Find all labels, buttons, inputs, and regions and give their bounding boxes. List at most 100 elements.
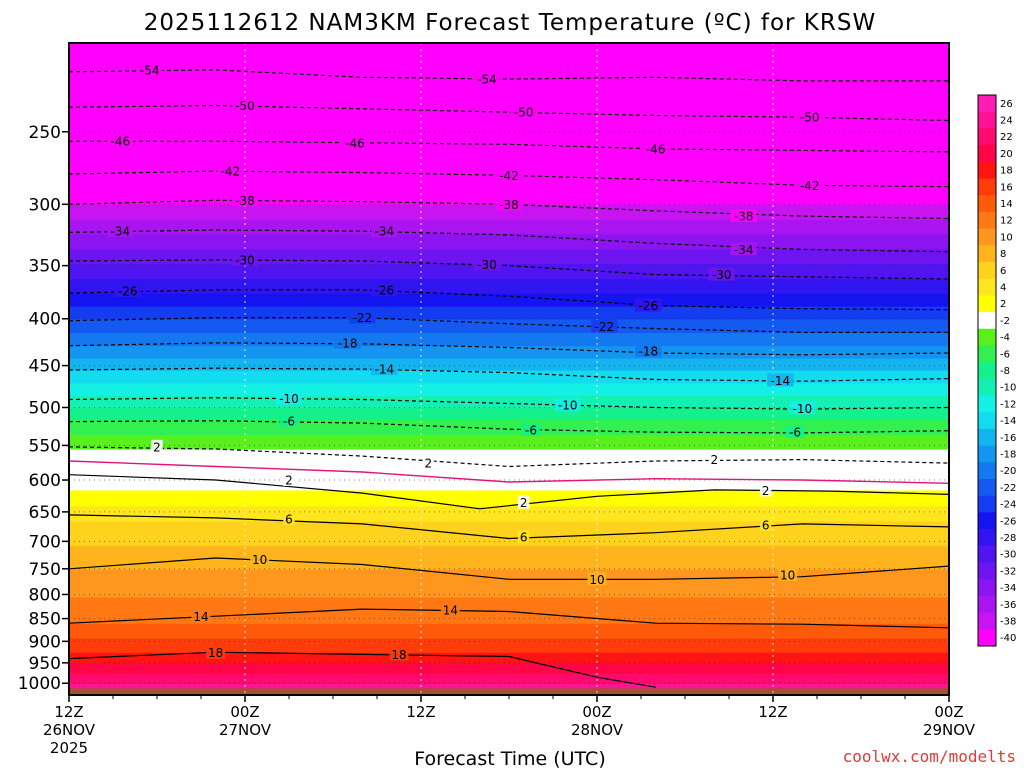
temp-band <box>69 382 949 396</box>
contour-line <box>69 474 949 510</box>
contour-label: -26 <box>118 284 138 298</box>
y-tick-label: 450 <box>29 357 61 377</box>
colorbar-label: 20 <box>1000 149 1013 160</box>
colorbar-label: -2 <box>1000 316 1010 327</box>
contour-label: 6 <box>762 519 770 533</box>
contour-label: -54 <box>477 73 497 87</box>
temp-band <box>69 545 949 570</box>
contour-line <box>69 514 949 540</box>
colorbar-swatch <box>978 312 996 330</box>
colorbar-swatch <box>978 145 996 163</box>
colorbar-swatch <box>978 579 996 597</box>
temp-band <box>69 306 949 320</box>
contour-label: -50 <box>800 111 820 125</box>
temp-band <box>69 652 949 664</box>
colorbar-swatch <box>978 128 996 146</box>
contour-label-bg <box>114 283 141 297</box>
y-tick-label: 800 <box>29 585 61 605</box>
contour-label-bg <box>521 422 541 436</box>
x-tick-date: 26NOV <box>43 721 96 739</box>
colorbar-swatch <box>978 512 996 530</box>
y-tick-label: 1000 <box>18 674 61 694</box>
colorbar-swatch <box>978 161 996 179</box>
contour-label: -10 <box>279 392 299 406</box>
colorbar-label: -28 <box>1000 533 1016 544</box>
contour-label-bg <box>389 647 409 661</box>
contour-label-bg <box>796 110 823 124</box>
temp-band <box>69 59 949 73</box>
contour-line <box>69 651 656 688</box>
temp-band <box>69 345 949 359</box>
contour-label: -30 <box>712 268 732 282</box>
x-tick-label: 12Z <box>758 703 787 721</box>
contour-label-bg <box>250 552 270 566</box>
contour-label-bg <box>206 645 226 659</box>
contour-label-bg <box>708 452 721 466</box>
contour-line <box>69 608 949 629</box>
contour-label: -34 <box>111 225 131 239</box>
contour-label: 10 <box>780 569 795 583</box>
x-tick-label: 00Z <box>934 703 963 721</box>
temp-band <box>69 358 949 371</box>
contour-label: -46 <box>345 136 365 150</box>
contour-label-bg <box>231 98 259 112</box>
contour-label: -10 <box>558 399 578 413</box>
colorbar-swatch <box>978 479 996 497</box>
contour-label-bg <box>440 603 460 617</box>
y-tick-label: 350 <box>29 257 61 277</box>
temp-band <box>69 318 949 334</box>
contour-label-bg <box>217 164 244 178</box>
contour-label: 6 <box>520 530 528 544</box>
colorbar-frame <box>977 94 997 647</box>
contour-label: 2 <box>425 457 433 471</box>
contour-label: -14 <box>375 363 395 377</box>
colorbar-swatch <box>978 178 996 196</box>
y-tick-label: 950 <box>29 654 61 674</box>
contour-label-bg <box>708 267 735 281</box>
colorbar-swatch <box>978 612 996 630</box>
colorbar-label: 4 <box>1000 283 1006 294</box>
colorbar-label: -22 <box>1000 483 1016 494</box>
temp-band <box>69 568 949 598</box>
contour-line <box>69 460 949 484</box>
contour-label-bg <box>730 242 757 256</box>
temp-band <box>69 623 949 639</box>
colorbar-label: -4 <box>1000 333 1010 344</box>
contour-label-bg <box>279 413 299 427</box>
temp-band <box>69 293 949 307</box>
contour-label-bg <box>371 282 398 296</box>
contour-label: -38 <box>499 198 519 212</box>
temp-band <box>69 248 949 264</box>
temp-band <box>69 419 949 436</box>
colorbar-swatch <box>978 378 996 397</box>
colorbar-label: -40 <box>1000 633 1016 644</box>
contour-label: -54 <box>140 63 160 77</box>
contour-label-bg <box>635 298 662 312</box>
colorbar-label: -14 <box>1000 416 1016 427</box>
contour-label: -42 <box>221 165 241 179</box>
colorbar-swatch <box>978 228 996 246</box>
temp-band <box>69 505 949 522</box>
contour-label-bg <box>349 310 376 324</box>
colorbar-swatch <box>978 412 996 430</box>
temp-band <box>69 332 949 347</box>
contour-label: -10 <box>793 402 813 416</box>
contour-label: 10 <box>589 573 604 587</box>
contour-label-bg <box>275 391 303 405</box>
contour-label: -50 <box>235 99 255 113</box>
colorbar-swatch <box>978 362 996 380</box>
credit-text: coolwx.com/modelts <box>843 747 1016 766</box>
colorbar-label: 12 <box>1000 216 1013 227</box>
contour-label-bg <box>473 257 501 271</box>
colorbar-label: -26 <box>1000 516 1016 527</box>
x-tick-label: 00Z <box>582 703 611 721</box>
y-tick-label: 400 <box>29 310 61 330</box>
contour-label: -30 <box>477 258 497 272</box>
colorbar-label: 18 <box>1000 166 1013 177</box>
contour-label-bg <box>767 373 794 387</box>
contour-label: 14 <box>193 610 208 624</box>
colorbar-label: 26 <box>1000 99 1013 110</box>
colorbar-swatch <box>978 278 996 296</box>
